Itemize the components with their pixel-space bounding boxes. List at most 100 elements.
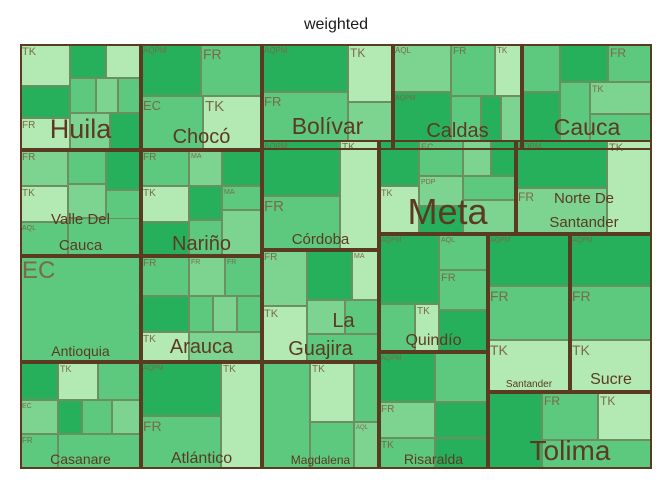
tile-meta: [379, 140, 516, 234]
sub-tile-label: AQPM: [572, 237, 593, 244]
sub-tile-label: FR: [453, 46, 467, 57]
tile-label-narino: Nariño: [172, 233, 231, 255]
sub-tile: [221, 362, 262, 469]
tile-valle-del-cauca: [20, 150, 141, 256]
sub-tile: [96, 78, 118, 113]
sub-tile-label: MA: [191, 153, 202, 160]
sub-tile: [262, 44, 348, 92]
sub-tile: [20, 434, 58, 469]
sub-tile-label: TK: [264, 308, 279, 320]
sub-tile-label: TK: [417, 306, 430, 317]
tile-quindio: [379, 234, 488, 352]
tile-label-choco: Chocó: [172, 126, 231, 148]
sub-tile-label: FR: [490, 288, 509, 304]
tile-label-tolima: Tolima: [529, 435, 611, 466]
sub-tile: [522, 44, 560, 92]
tile-label-santander: Santander: [505, 379, 553, 390]
sub-tile-label: TK: [205, 98, 225, 115]
tile-label-norte-de-santander: Norte De: [553, 190, 615, 207]
sub-tile-label: MA: [354, 253, 365, 260]
tile-huila: [20, 44, 141, 150]
sub-tile: [82, 400, 112, 434]
sub-tile-label: TK: [572, 342, 590, 358]
sub-tile: [393, 44, 451, 92]
sub-tile-label: AQL: [356, 425, 369, 431]
sub-tile: [141, 150, 189, 186]
sub-tile: [222, 186, 262, 210]
sub-tile-label: FR: [441, 272, 456, 284]
sub-tile-label: TK: [497, 46, 508, 55]
sub-tile: [112, 400, 141, 434]
sub-tile-label: FR: [264, 198, 284, 215]
sub-tile: [213, 296, 237, 332]
sub-tile: [237, 296, 262, 332]
sub-tile-label: FR: [143, 258, 157, 269]
tile-cauca: [522, 44, 652, 150]
sub-tile: [542, 392, 598, 440]
sub-tile-label: EC: [22, 257, 56, 284]
sub-tile-label: TK: [600, 394, 616, 408]
sub-tile-label: TK: [223, 364, 236, 375]
tile-label-cordoba: Córdoba: [291, 231, 350, 248]
sub-tile-label: AQPM: [143, 46, 167, 55]
sub-tile: [307, 250, 352, 300]
tile-magdalena: [262, 362, 379, 469]
tile-label-magdalena: Magdalena: [290, 453, 351, 467]
sub-tile: [189, 186, 222, 220]
tile-label-bolivar: Bolívar: [291, 113, 364, 139]
sub-tile: [570, 340, 652, 392]
sub-tile-label: EC: [22, 403, 32, 410]
sub-tile: [141, 362, 221, 416]
sub-tile-label: FR: [381, 404, 395, 415]
sub-tile-label: EC: [143, 98, 162, 113]
sub-tile: [141, 332, 189, 362]
sub-tile: [141, 96, 203, 150]
tile-tolima: [488, 392, 652, 469]
tile-label-risaralda: Risaralda: [403, 451, 464, 467]
sub-tile-label: FR: [518, 190, 534, 204]
sub-tile: [307, 300, 345, 334]
sub-tile-label: AQPM: [143, 365, 164, 372]
sub-tile-label: FR: [191, 259, 201, 266]
sub-tile: [141, 44, 201, 96]
tile-label-antioquia: Antioquia: [51, 343, 110, 359]
tile-label-caldas: Caldas: [426, 120, 489, 142]
sub-tile-label: TK: [381, 440, 394, 451]
sub-tile-label: AQPM: [381, 355, 402, 362]
tile-risaralda: [379, 352, 488, 469]
sub-tile-label: FR: [544, 394, 560, 408]
sub-tile-label: FR: [143, 152, 157, 163]
sub-tile: [68, 218, 141, 256]
tile-casanare: [20, 362, 141, 469]
sub-tile: [345, 300, 379, 334]
sub-tile: [310, 362, 354, 422]
tile-arauca: [141, 256, 262, 362]
tile-caldas: [393, 44, 522, 150]
sub-tile: [189, 256, 225, 296]
tile-label-sucre: Sucre: [590, 371, 632, 388]
tile-bolivar: [262, 44, 393, 150]
tile-label-norte-de-santander: Santander: [549, 214, 619, 231]
sub-tile: [141, 296, 189, 332]
sub-tile-label: FR: [203, 46, 222, 62]
sub-tile: [590, 82, 652, 114]
sub-tile: [419, 140, 463, 176]
tile-sucre: [570, 234, 652, 392]
sub-tile-label: FR: [610, 46, 626, 60]
sub-tile-label: EC: [421, 142, 434, 152]
sub-tile: [20, 362, 58, 400]
sub-tile-label: AQPM: [395, 95, 416, 102]
tile-choco: [141, 44, 262, 150]
sub-tile-label: TK: [350, 46, 366, 60]
sub-tile: [463, 140, 491, 176]
sub-tile-label: FR: [22, 120, 36, 131]
sub-tile-label: FR: [227, 259, 237, 266]
tile-label-meta: Meta: [407, 191, 488, 232]
sub-tile-label: TK: [60, 364, 72, 374]
sub-tile: [58, 400, 82, 434]
sub-tile: [189, 220, 222, 256]
sub-tile-label: TK: [22, 46, 37, 58]
sub-tile-label: FR: [143, 418, 162, 434]
sub-tile-label: FR: [22, 436, 33, 445]
sub-tile: [222, 150, 262, 186]
